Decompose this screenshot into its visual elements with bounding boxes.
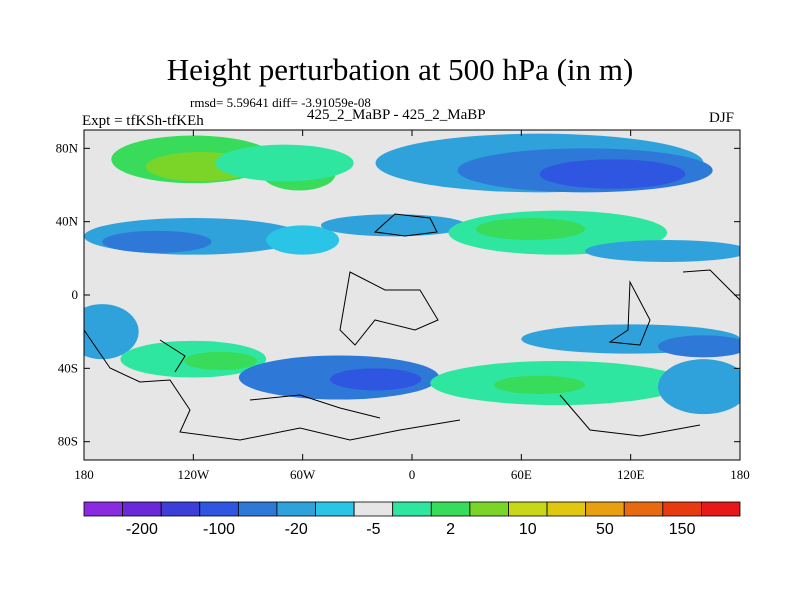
contour-region — [658, 335, 740, 358]
colorbar-label: -20 — [285, 521, 308, 538]
x-tick-label: 180 — [74, 467, 94, 482]
map-title: Height perturbation at 500 hPa (in m) — [166, 52, 634, 87]
colorbar-swatch — [353, 501, 394, 517]
y-tick-label: 0 — [72, 287, 79, 302]
colorbar-label: -200 — [126, 521, 158, 538]
colorbar-swatch — [430, 501, 471, 517]
case-label: 425_2_MaBP - 425_2_MaBP — [307, 107, 486, 123]
rmsd-subtitle: rmsd= 5.59641 diff= -3.91059e-08 — [190, 95, 371, 110]
colorbar-swatch — [508, 501, 548, 517]
colorbar: -200 -100 -20 -5 2 10 50 150 — [83, 501, 741, 538]
map-axes: 180 120W 60W 0 60E 120E 180 80N 40N 0 40S 80S — [56, 130, 750, 482]
y-tick-label: 40N — [56, 214, 79, 229]
contour-region — [266, 225, 340, 255]
contour-region — [494, 375, 586, 395]
colorbar-label: -5 — [366, 521, 380, 538]
colorbar-swatch — [585, 501, 625, 517]
contour-region — [539, 159, 686, 189]
colorbar-label: 150 — [669, 521, 696, 538]
colorbar-label: -100 — [203, 521, 235, 538]
x-tick-label: 180 — [730, 467, 750, 482]
contour-region — [475, 218, 586, 240]
colorbar-label: 50 — [596, 521, 614, 538]
season-label: DJF — [709, 110, 735, 126]
colorbar-swatch — [160, 501, 201, 517]
map-panel: 180 120W 60W 0 60E 120E 180 80N 40N 0 40S 80S — [56, 129, 750, 482]
x-tick-label: 60W — [290, 467, 316, 482]
contour-region — [320, 214, 467, 237]
contour-region — [658, 359, 740, 415]
contour-region — [375, 405, 522, 442]
colorbar-swatch — [276, 501, 316, 517]
colorbar-swatch — [662, 501, 702, 517]
x-tick-label: 0 — [409, 467, 416, 482]
contour-region — [102, 230, 212, 253]
contour-region — [330, 368, 422, 391]
x-tick-label: 120E — [617, 467, 645, 482]
y-tick-label: 40S — [58, 360, 78, 375]
contour-region — [84, 304, 139, 360]
contour-region — [557, 423, 704, 453]
colorbar-swatch — [199, 501, 239, 517]
colorbar-swatch — [546, 501, 587, 517]
experiment-label: Expt = tfKSh-tfKEh — [82, 113, 204, 129]
colorbar-label: 2 — [446, 521, 455, 538]
contour-region — [184, 351, 258, 371]
colorbar-swatch — [392, 501, 432, 517]
x-tick-label: 60E — [511, 467, 532, 482]
colorbar-swatch — [122, 501, 162, 517]
colorbar-swatch — [623, 501, 664, 517]
y-tick-label: 80S — [58, 434, 78, 449]
y-tick-label: 80N — [56, 140, 79, 155]
colorbar-swatch — [83, 501, 123, 517]
contour-field — [84, 133, 740, 453]
colorbar-swatch — [237, 501, 278, 517]
contour-region — [585, 240, 740, 262]
contour-region — [215, 144, 354, 182]
x-tick-label: 120W — [177, 467, 210, 482]
colorbar-label: 10 — [519, 521, 537, 538]
colorbar-swatch — [469, 501, 509, 517]
coastline — [84, 213, 740, 441]
colorbar-swatch — [701, 501, 741, 517]
colorbar-swatch — [315, 501, 355, 517]
